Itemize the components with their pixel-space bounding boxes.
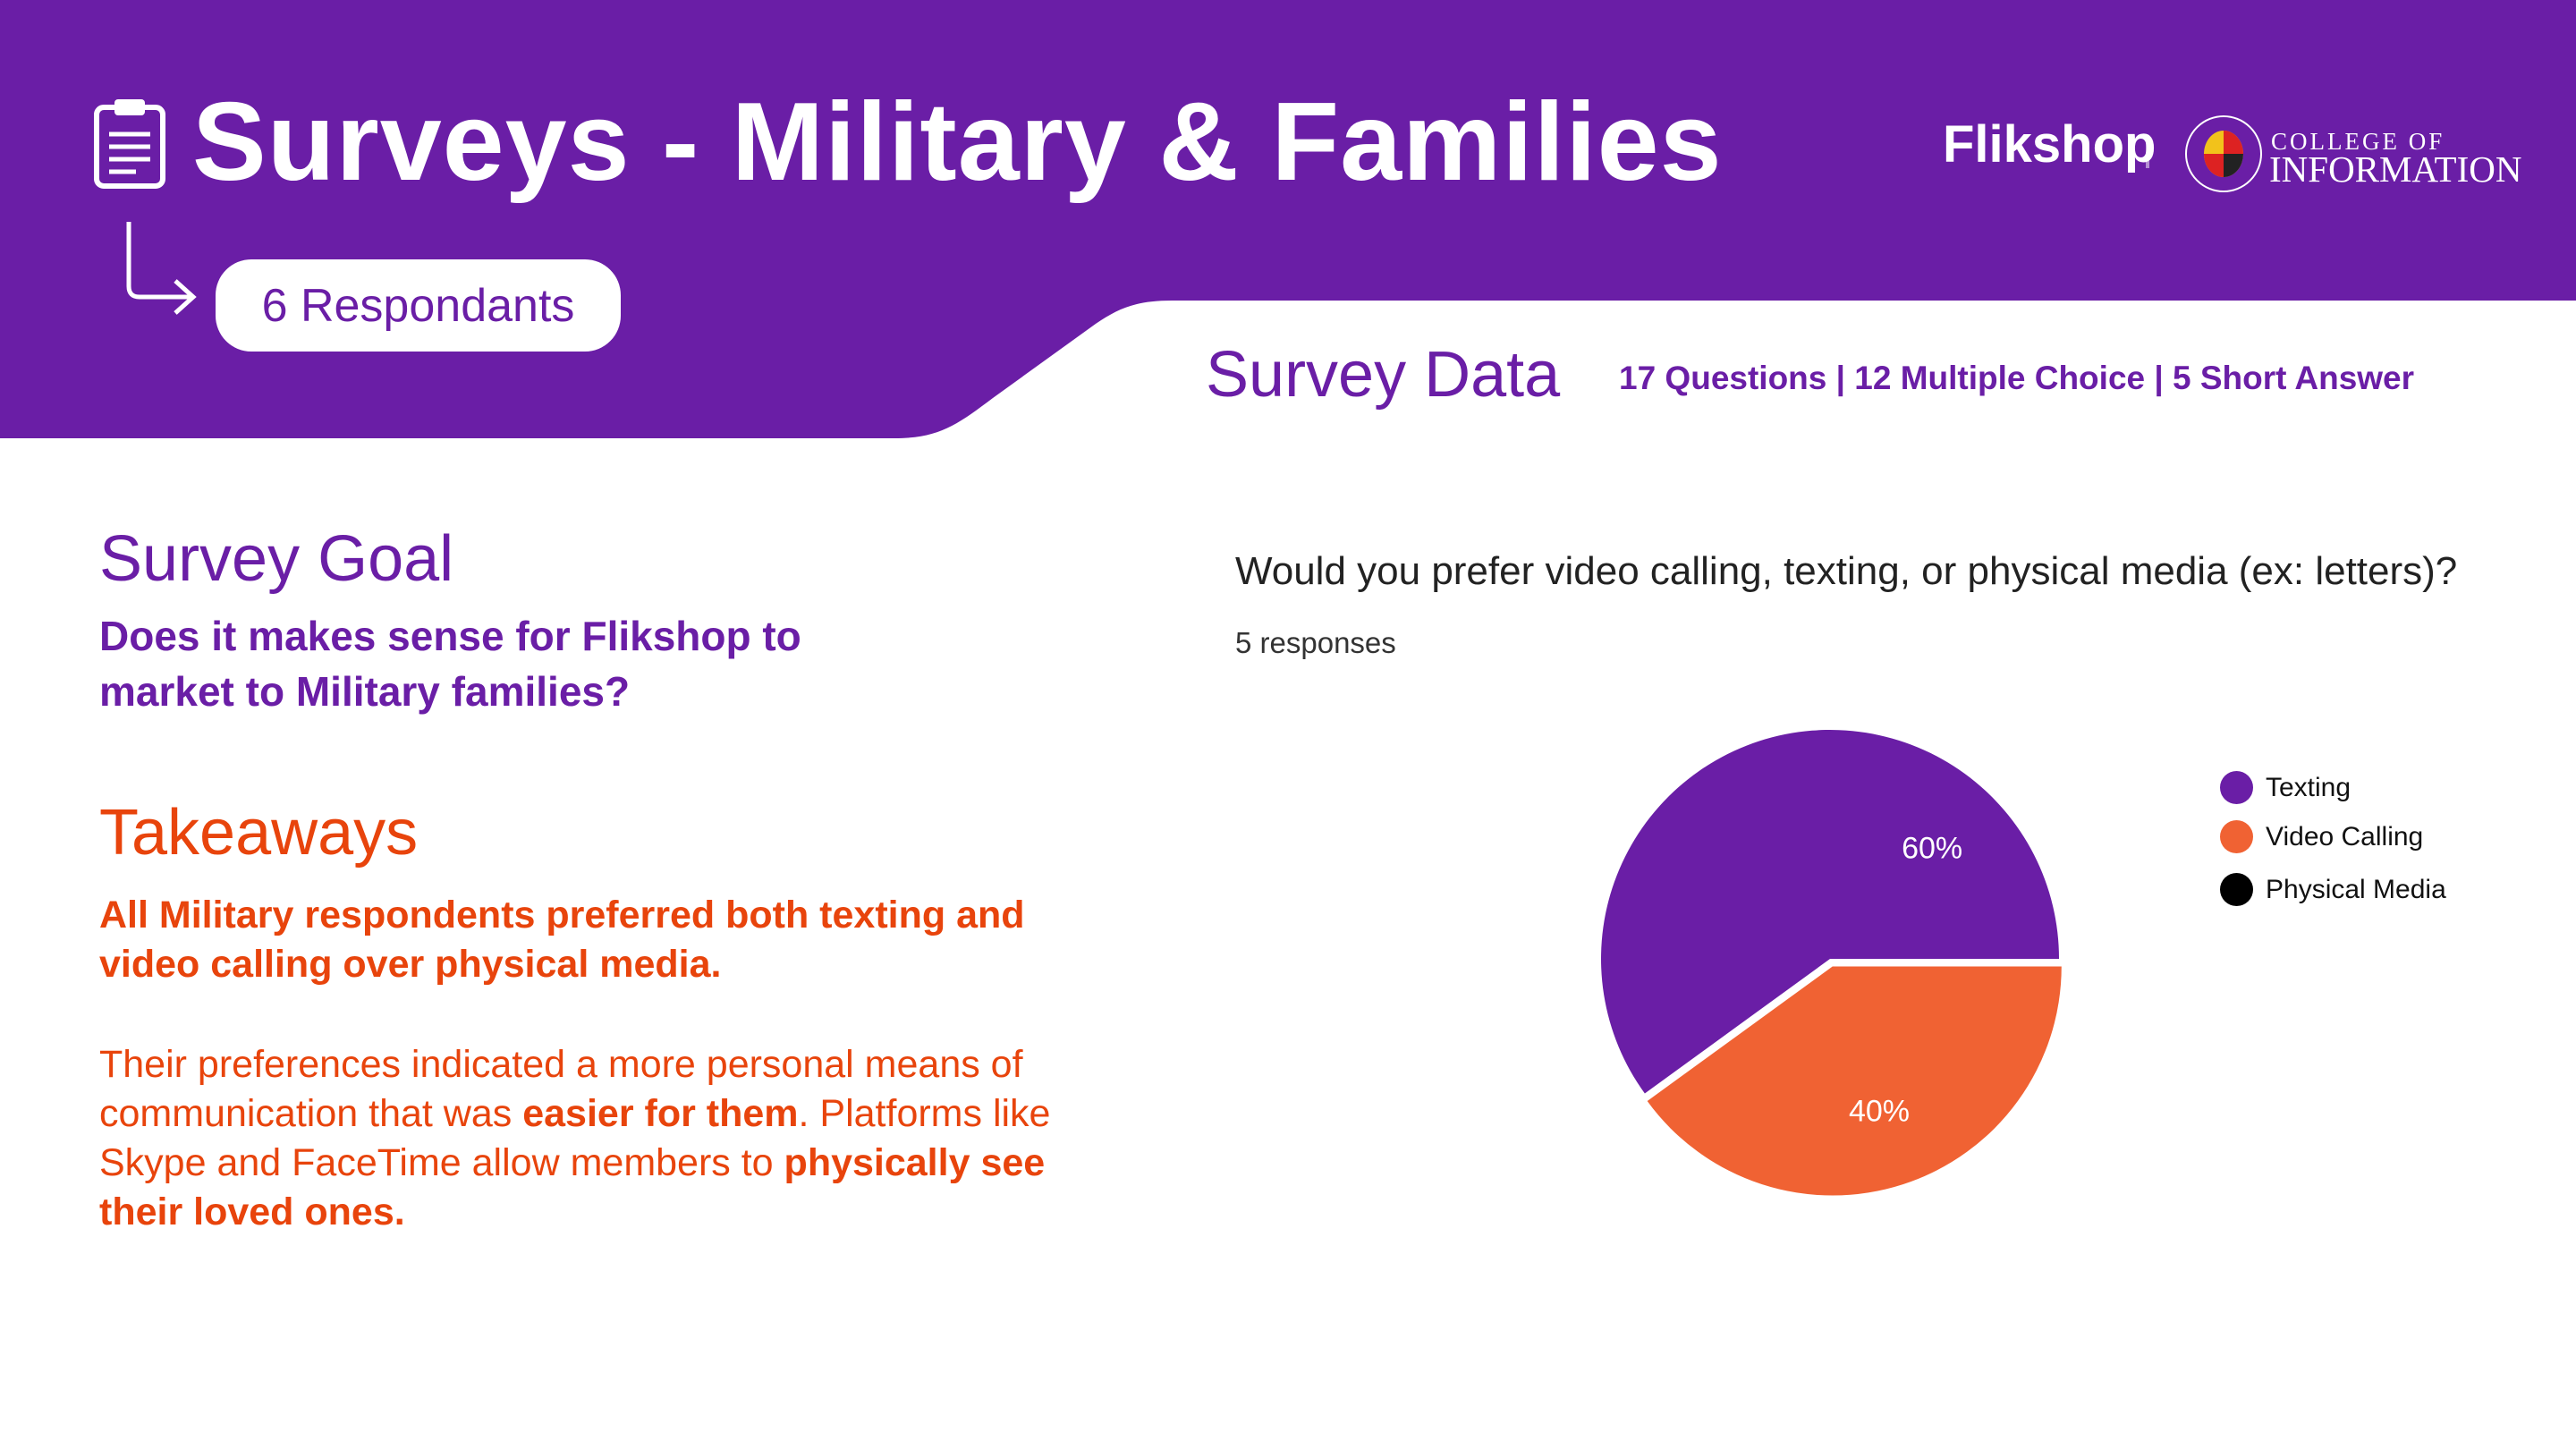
logo-divider — [2146, 136, 2149, 168]
chart-title: Would you prefer video calling, texting,… — [1235, 549, 2458, 593]
pie-slice-video-calling — [1647, 966, 2062, 1196]
survey-data-heading: Survey Data — [1206, 339, 1561, 411]
legend-swatch — [2220, 771, 2253, 804]
respondents-badge: 6 Respondants — [216, 259, 621, 352]
survey-data-meta: 17 Questions | 12 Multiple Choice | 5 Sh… — [1619, 360, 2415, 396]
takeaways-heading: Takeaways — [99, 797, 419, 869]
text: . Platforms like Skype and FaceTime allo… — [99, 1092, 1051, 1184]
emphasis: easier for them — [522, 1092, 799, 1135]
pie-label: 60% — [1902, 831, 1962, 865]
legend-item-physical-media: Physical Media — [2220, 873, 2446, 906]
legend-item-video-calling: Video Calling — [2220, 820, 2423, 853]
survey-goal-question: Does it makes sense for Flikshop to mark… — [99, 613, 801, 715]
emphasis: physically see their loved ones. — [99, 1141, 1046, 1233]
legend-item-texting: Texting — [2220, 771, 2351, 804]
text: Their preferences indicated a more perso… — [99, 1043, 1023, 1135]
legend-swatch — [2220, 820, 2253, 853]
legend-label: Texting — [2266, 772, 2351, 802]
survey-goal-heading: Survey Goal — [99, 523, 454, 595]
arrow-turn-right-icon — [126, 222, 197, 315]
takeaways-summary: All Military respondents preferred both … — [99, 894, 1025, 986]
clipboard-icon — [94, 99, 165, 189]
response-count: 5 responses — [1235, 626, 1396, 659]
college-of-label: COLLEGE OF — [2271, 128, 2445, 155]
pie-slice-texting — [1600, 730, 2059, 1094]
legend-label: Video Calling — [2266, 821, 2424, 852]
legend-label: Physical Media — [2266, 874, 2446, 904]
flikshop-logo: Flikshop — [1943, 115, 2157, 174]
takeaways-paragraph: Their preferences indicated a more perso… — [99, 1040, 1128, 1237]
legend-swatch — [2220, 873, 2253, 906]
information-label: INFORMATION — [2269, 148, 2522, 190]
pie-label: 40% — [1849, 1094, 1910, 1128]
umd-seal-icon — [2185, 115, 2262, 192]
page-title: Surveys - Military & Families — [192, 80, 1723, 204]
